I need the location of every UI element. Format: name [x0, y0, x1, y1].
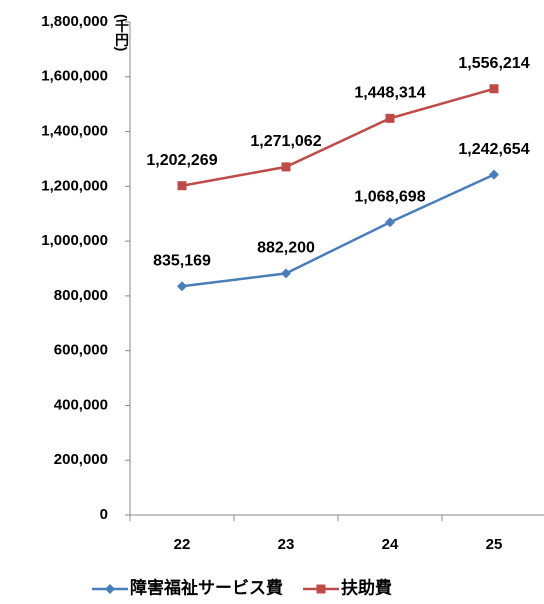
y-tick-label: 800,000: [54, 287, 108, 304]
y-unit: (千円): [114, 14, 130, 51]
x-tick-label: 23: [278, 536, 295, 553]
data-label: 1,556,214: [458, 55, 529, 72]
series-line: [181, 87, 495, 187]
x-tick-label: 24: [382, 536, 399, 553]
y-tick-label: 1,000,000: [41, 232, 108, 249]
y-tick-label: 1,600,000: [41, 68, 108, 85]
point: [281, 268, 291, 279]
legend-marker: [316, 584, 326, 594]
y-tick-label: 1,400,000: [41, 123, 108, 140]
point: [281, 162, 291, 172]
y-tick-label: 1,200,000: [41, 177, 108, 194]
legend-label: 障害福祉サービス費: [130, 577, 283, 597]
legend-marker: [105, 584, 115, 594]
point: [489, 84, 499, 94]
point: [177, 181, 187, 191]
y-tick-label: 200,000: [54, 451, 108, 468]
data-label: 882,200: [257, 240, 315, 257]
y-tick-label: 400,000: [54, 396, 108, 413]
data-label: 1,202,269: [146, 152, 217, 169]
data-label: 1,448,314: [354, 85, 425, 102]
y-tick-label: 600,000: [54, 342, 108, 359]
y-tick-label: 0: [100, 506, 108, 523]
point: [385, 113, 395, 123]
x-tick-label: 22: [174, 536, 191, 553]
point: [489, 169, 499, 180]
point: [385, 217, 395, 228]
data-label: 1,068,698: [354, 189, 425, 206]
y-tick-label: 1,800,000: [41, 13, 108, 30]
series-line: [181, 173, 495, 288]
legend-label: 扶助費: [341, 577, 392, 597]
data-label: 835,169: [153, 252, 211, 269]
data-label: 1,271,062: [250, 133, 321, 150]
x-tick-label: 25: [486, 536, 503, 553]
point: [177, 281, 187, 292]
data-label: 1,242,654: [458, 141, 529, 158]
